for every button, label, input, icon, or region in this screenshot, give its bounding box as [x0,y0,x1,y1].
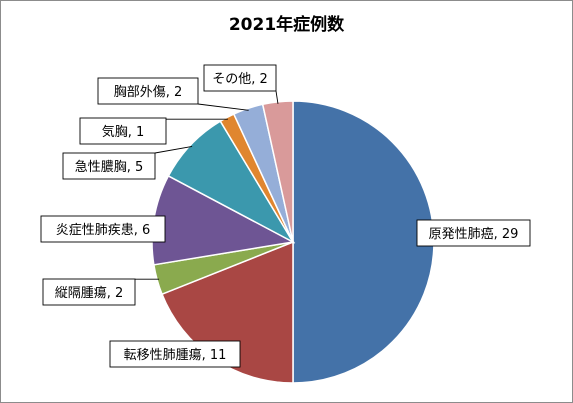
leader-line [275,90,279,104]
data-label-box [79,117,167,145]
pie-slice [292,100,435,384]
data-label-box [416,219,531,247]
data-label: 炎症性肺疾患, 6 [56,223,151,238]
data-label: 原発性肺癌, 29 [429,226,519,242]
leader-line [154,145,193,154]
data-label-box [203,64,277,92]
data-label: 転移性肺腫瘍, 11 [124,347,227,363]
data-label-box [40,215,166,243]
chart-title: 2021年症例数 [228,15,345,35]
data-label-box [97,77,199,105]
data-label: その他, 2 [212,72,268,87]
data-label: 縦隔腫瘍, 2 [55,285,124,301]
data-label-box [42,278,136,306]
data-label: 急性膿胸, 5 [75,160,144,175]
data-label: 胸部外傷, 2 [114,85,183,100]
data-label: 気胸, 1 [102,124,145,140]
leader-line [197,103,249,111]
data-label-box [62,152,156,180]
data-label-box [109,340,241,368]
